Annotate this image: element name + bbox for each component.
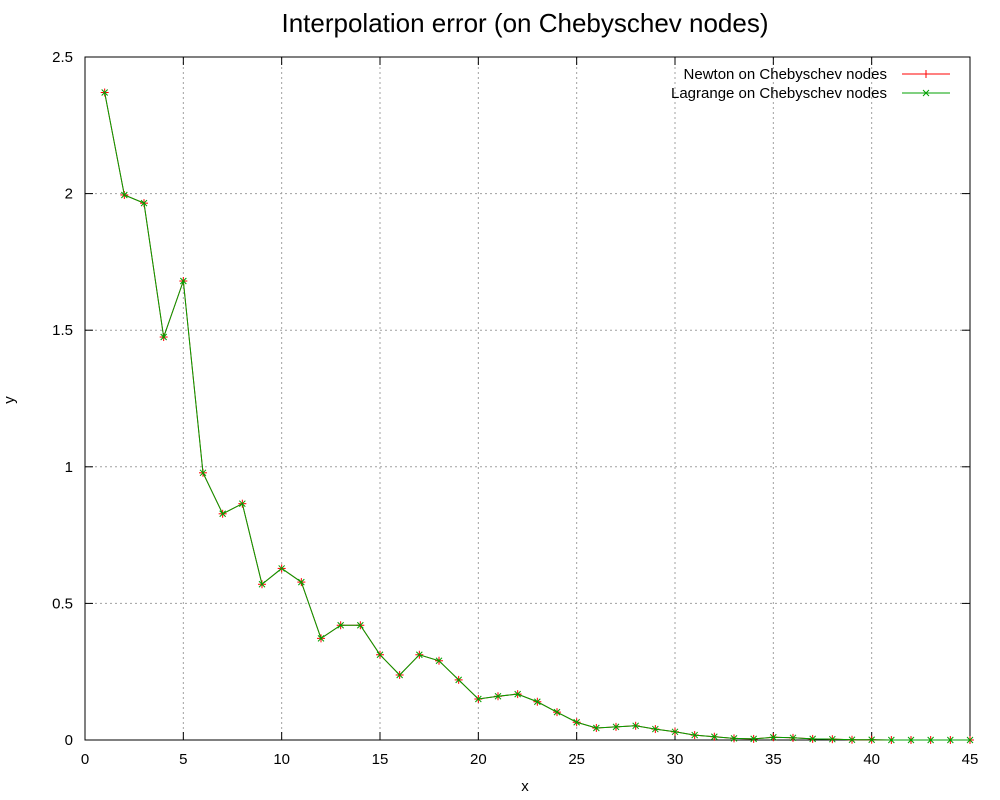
series-lines bbox=[100, 88, 974, 744]
data-point-marker bbox=[730, 735, 738, 742]
x-tick-label: 25 bbox=[568, 751, 585, 768]
series-line bbox=[104, 92, 970, 741]
y-axis: 0 0.5 1 1.5 2 2.5 bbox=[52, 49, 970, 749]
data-point-marker bbox=[828, 735, 836, 743]
data-point-marker bbox=[474, 695, 482, 703]
chart-title: Interpolation error (on Chebyschev nodes… bbox=[281, 8, 768, 38]
data-point-marker bbox=[179, 277, 187, 285]
data-point-marker bbox=[120, 191, 128, 199]
data-point-marker bbox=[927, 736, 935, 744]
grid bbox=[85, 57, 970, 740]
data-point-marker bbox=[966, 736, 974, 744]
data-point-marker bbox=[160, 333, 168, 341]
data-point-marker bbox=[435, 657, 443, 665]
data-point-marker bbox=[592, 724, 600, 732]
data-point-marker bbox=[356, 621, 364, 629]
x-tick-label: 35 bbox=[765, 751, 782, 768]
data-point-marker bbox=[651, 725, 659, 733]
y-axis-label: y bbox=[1, 396, 18, 404]
y-tick-label: 2.5 bbox=[52, 49, 73, 66]
x-axis-label: x bbox=[521, 778, 529, 795]
data-point-marker bbox=[553, 708, 561, 716]
data-point-marker bbox=[612, 723, 620, 731]
y-tick-label: 0.5 bbox=[52, 595, 73, 612]
data-point-marker bbox=[219, 510, 227, 518]
series-line bbox=[104, 92, 970, 741]
data-point-marker bbox=[573, 718, 581, 726]
x-tick-label: 5 bbox=[179, 751, 187, 768]
data-point-marker bbox=[710, 733, 718, 741]
data-point-marker bbox=[809, 735, 817, 743]
data-point-marker bbox=[297, 578, 305, 586]
data-point-marker bbox=[101, 89, 109, 96]
data-point-marker bbox=[887, 736, 895, 744]
y-tick-label: 1 bbox=[65, 459, 73, 476]
data-point-marker bbox=[946, 736, 954, 744]
data-point-marker bbox=[455, 676, 463, 684]
data-point-marker bbox=[750, 735, 758, 743]
y-tick-label: 1.5 bbox=[52, 322, 73, 339]
data-point-marker bbox=[140, 199, 148, 207]
data-point-marker bbox=[848, 736, 856, 744]
data-point-marker bbox=[494, 692, 502, 700]
x-tick-label: 20 bbox=[470, 751, 487, 768]
plot-frame bbox=[84, 56, 971, 741]
x-tick-label: 15 bbox=[372, 751, 389, 768]
legend-label: Lagrange on Chebyschev nodes bbox=[671, 85, 887, 102]
y-tick-label: 0 bbox=[65, 732, 73, 749]
x-tick-label: 0 bbox=[81, 751, 89, 768]
data-point-marker bbox=[278, 565, 286, 572]
data-point-marker bbox=[238, 500, 246, 508]
data-point-marker bbox=[376, 651, 384, 659]
x-axis: 0 5 10 15 20 25 30 35 40 45 bbox=[81, 57, 979, 768]
data-point-marker bbox=[258, 580, 266, 588]
series-lagrange bbox=[101, 89, 974, 744]
x-tick-label: 30 bbox=[667, 751, 684, 768]
data-point-marker bbox=[199, 469, 207, 477]
data-point-marker bbox=[789, 734, 797, 742]
data-point-marker bbox=[514, 690, 522, 698]
legend-marker bbox=[922, 89, 930, 97]
data-point-marker bbox=[533, 698, 541, 706]
data-point-marker bbox=[337, 621, 345, 629]
x-tick-label: 40 bbox=[863, 751, 880, 768]
y-tick-label: 2 bbox=[65, 186, 73, 203]
data-point-marker bbox=[868, 736, 876, 744]
data-point-marker bbox=[317, 635, 325, 642]
series-newton bbox=[100, 88, 974, 744]
x-tick-label: 45 bbox=[962, 751, 979, 768]
data-point-marker bbox=[671, 728, 679, 736]
data-point-marker bbox=[691, 731, 699, 739]
data-point-marker bbox=[907, 736, 915, 744]
x-tick-label: 10 bbox=[273, 751, 290, 768]
data-point-marker bbox=[769, 733, 777, 741]
data-point-marker bbox=[632, 722, 640, 730]
legend-label: Newton on Chebyschev nodes bbox=[684, 66, 887, 83]
data-point-marker bbox=[415, 651, 423, 659]
data-point-marker bbox=[396, 671, 404, 679]
legend: Newton on Chebyschev nodes Lagrange on Ch… bbox=[671, 66, 950, 102]
